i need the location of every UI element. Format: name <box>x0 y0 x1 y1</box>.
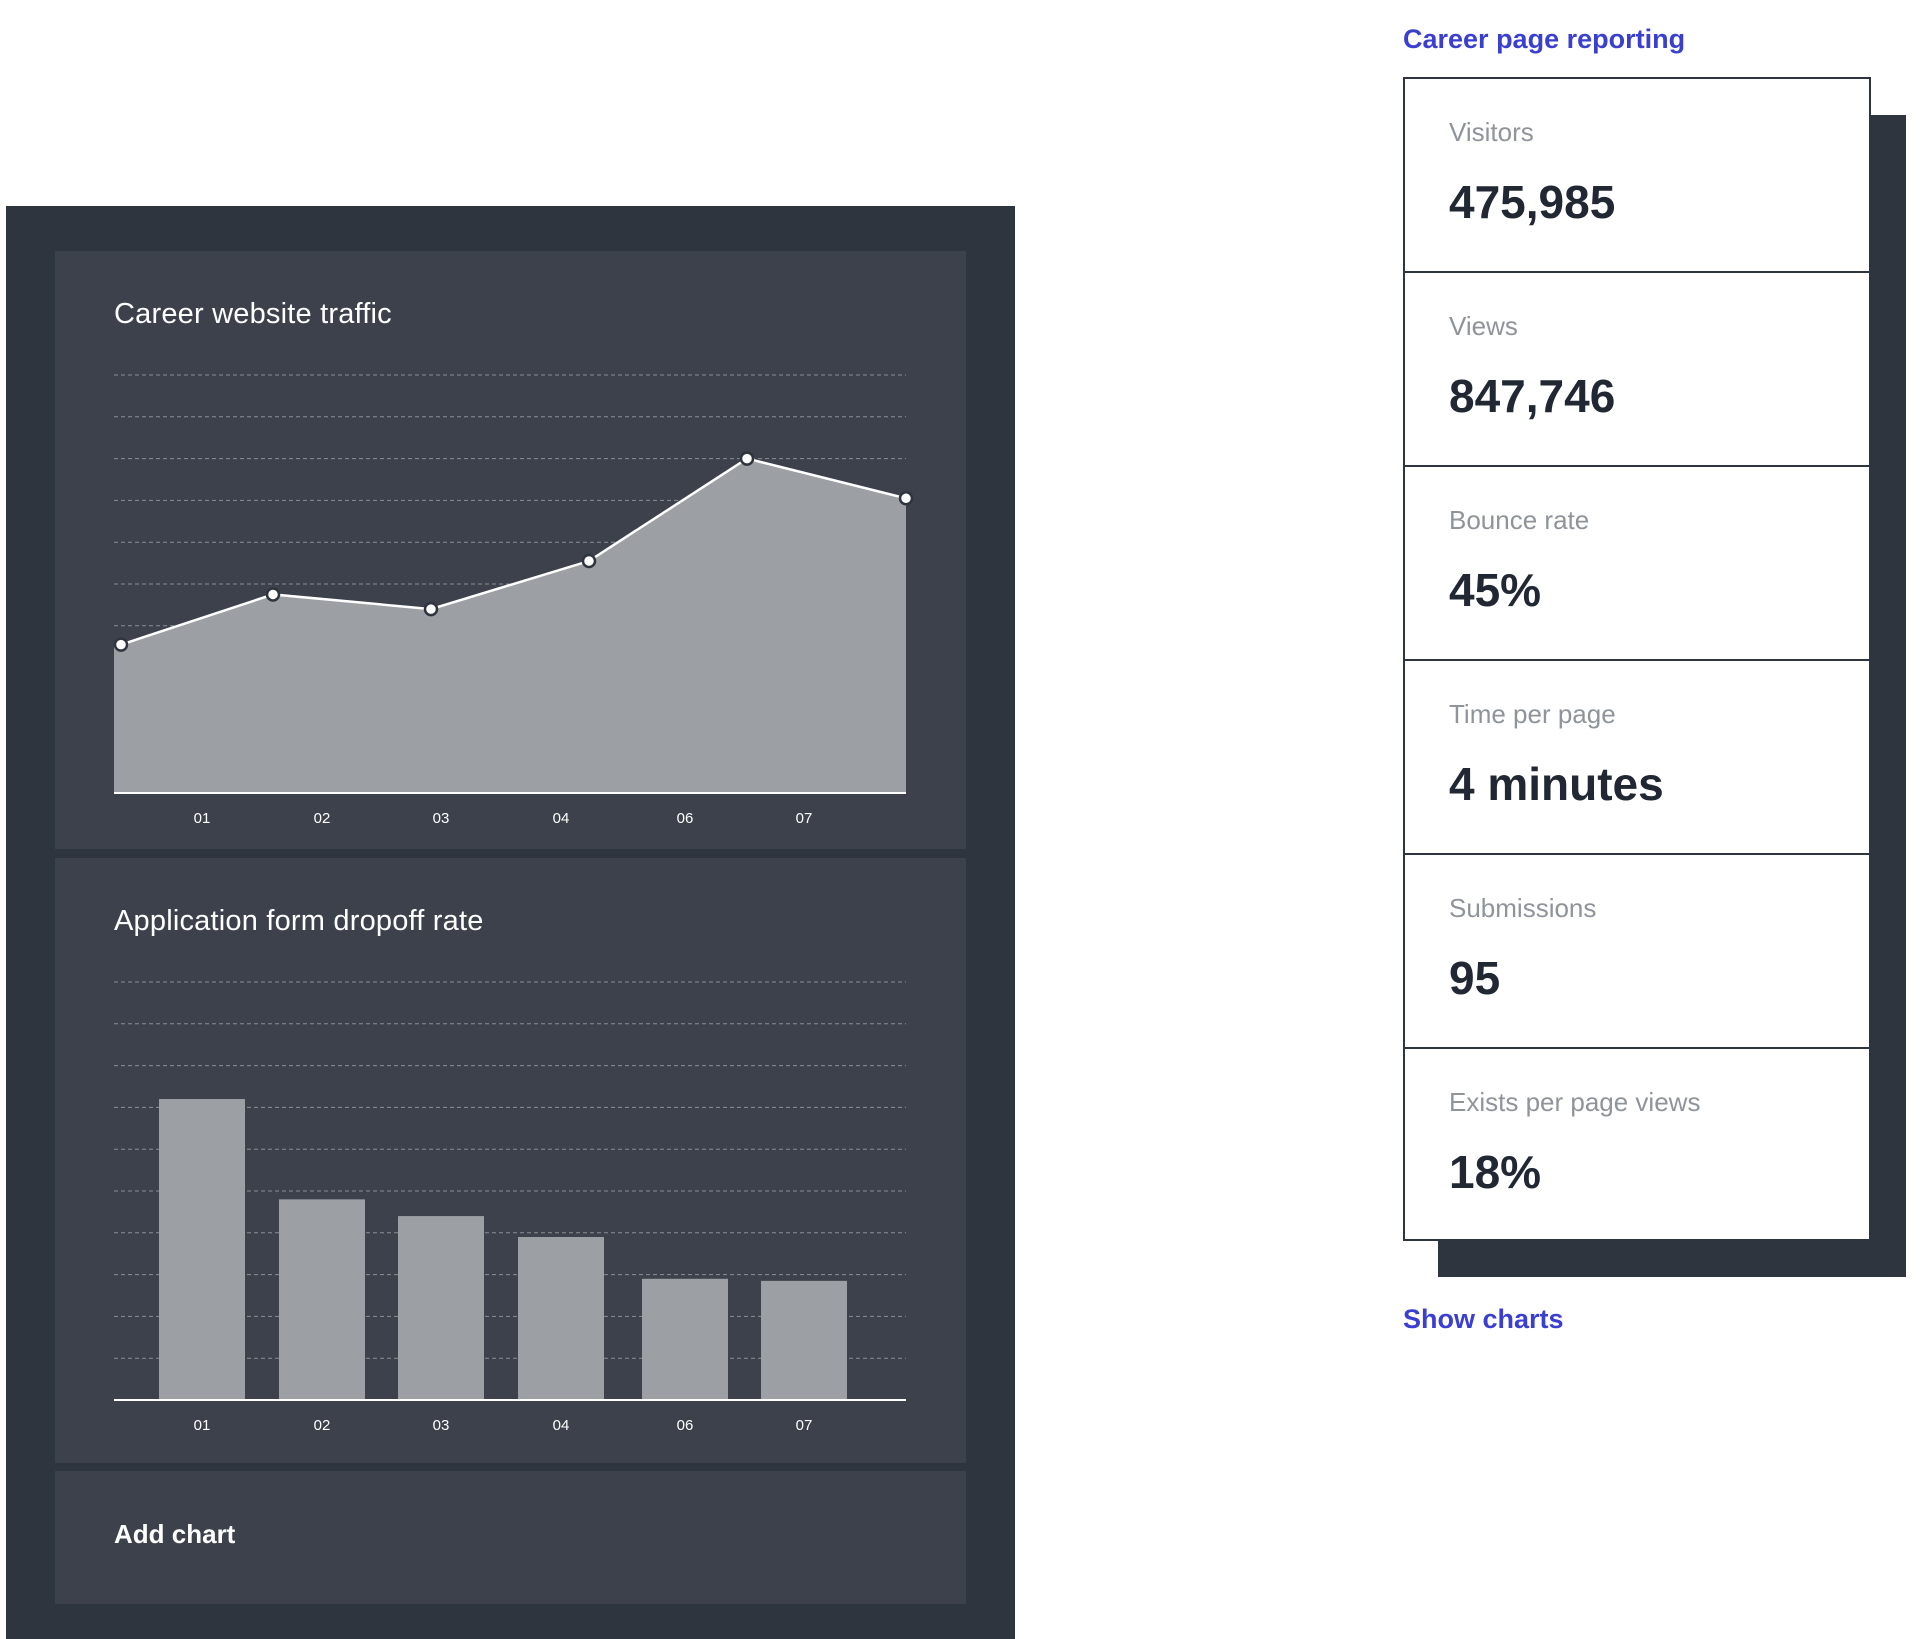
area-fill <box>114 458 906 793</box>
metric-visitors: Visitors 475,985 <box>1405 79 1869 273</box>
bar <box>518 1236 604 1400</box>
charts-panel: Career website traffic 01 02 03 04 06 07 Appl… <box>6 206 1015 1639</box>
metrics-box: Visitors 475,985 Views 847,746 Bounce ra… <box>1403 77 1871 1241</box>
metric-value: 18% <box>1449 1146 1542 1198</box>
metric-label: Visitors <box>1449 117 1534 147</box>
metric-label: Views <box>1449 311 1518 341</box>
metric-label: Time per page <box>1449 699 1616 729</box>
metric-exits-per-page-views: Exists per page views 18% <box>1405 1049 1869 1243</box>
x-tick-label: 07 <box>796 1417 813 1434</box>
x-tick-label: 02 <box>314 1417 331 1434</box>
x-tick-label: 03 <box>433 810 450 827</box>
traffic-area-chart: 01 02 03 04 06 07 <box>113 374 914 827</box>
metric-value: 95 <box>1449 952 1501 1004</box>
dropoff-chart-card: Application form dropoff rate 01 02 03 04 06… <box>55 858 966 1463</box>
metric-bounce-rate: Bounce rate 45% <box>1405 467 1869 661</box>
metric-views: Views 847,746 <box>1405 273 1869 467</box>
bar <box>159 1099 245 1400</box>
x-tick-label: 06 <box>677 810 694 827</box>
add-chart-button[interactable]: Add chart <box>114 1519 236 1549</box>
bar <box>279 1199 365 1400</box>
metric-submissions: Submissions 95 <box>1405 855 1869 1049</box>
x-tick-label: 04 <box>553 1417 570 1434</box>
add-chart-card[interactable]: Add chart <box>55 1471 966 1604</box>
x-tick-label: 06 <box>677 1417 694 1434</box>
metric-label: Bounce rate <box>1449 505 1590 535</box>
show-charts-link[interactable]: Show charts <box>1403 1304 1564 1334</box>
career-page-reporting-link[interactable]: Career page reporting <box>1403 24 1686 54</box>
metric-label: Submissions <box>1449 893 1597 923</box>
x-tick-label: 01 <box>194 810 211 827</box>
bar <box>761 1280 847 1400</box>
dropoff-bar-chart: 01 02 03 04 06 07 <box>114 981 906 1434</box>
metric-time-per-page: Time per page 4 minutes <box>1405 661 1869 855</box>
metric-value: 847,746 <box>1449 370 1616 422</box>
dropoff-chart-title: Application form dropoff rate <box>114 905 484 937</box>
x-tick-label: 04 <box>553 810 570 827</box>
x-tick-label: 01 <box>194 1417 211 1434</box>
x-tick-label: 07 <box>796 810 813 827</box>
metric-value: 4 minutes <box>1449 758 1664 810</box>
data-point <box>898 491 914 506</box>
metric-value: 45% <box>1449 564 1542 616</box>
series-line <box>120 457 907 646</box>
bar <box>398 1216 484 1400</box>
bar <box>642 1278 728 1400</box>
traffic-chart-title: Career website traffic <box>114 298 392 330</box>
traffic-chart-card: Career website traffic 01 02 03 04 06 07 <box>55 251 966 849</box>
x-tick-label: 02 <box>314 810 331 827</box>
data-point <box>581 553 597 569</box>
metric-label: Exists per page views <box>1449 1087 1701 1117</box>
data-point <box>113 637 129 652</box>
data-point <box>739 451 755 466</box>
x-tick-label: 03 <box>433 1417 450 1434</box>
data-point <box>265 587 281 602</box>
metric-value: 475,985 <box>1449 176 1616 228</box>
data-point <box>423 601 439 617</box>
